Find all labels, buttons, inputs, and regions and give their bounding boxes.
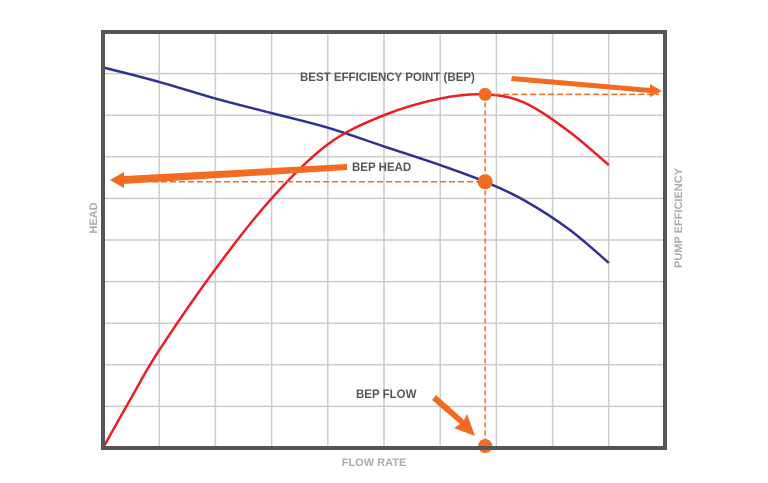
plot-frame <box>101 30 667 450</box>
bep-label: BEST EFFICIENCY POINT (BEP) <box>300 72 475 84</box>
x-axis-label: FLOW RATE <box>342 457 407 469</box>
bep-head-arrow-icon <box>110 164 347 188</box>
y2-axis-label: PUMP EFFICIENCY <box>673 167 685 268</box>
bep-flow-arrow-icon <box>432 395 475 436</box>
bep-head-label: BEP HEAD <box>352 162 411 174</box>
bep-flow-label: BEP FLOW <box>356 389 417 401</box>
y-axis-label: HEAD <box>88 202 100 233</box>
grid <box>103 32 665 448</box>
head-curve <box>102 66 610 264</box>
bep-arrow-icon <box>511 76 662 97</box>
bep-point <box>478 87 492 101</box>
bep-head-point <box>477 174 493 190</box>
annotations <box>110 76 662 453</box>
efficiency-curve <box>101 92 610 449</box>
